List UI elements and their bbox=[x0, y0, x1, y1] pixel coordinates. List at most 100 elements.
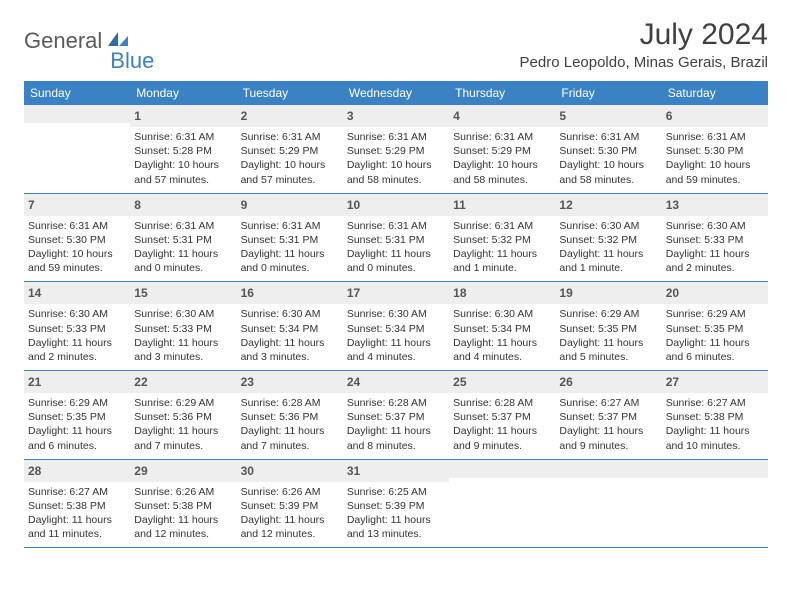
day-day2: and 12 minutes. bbox=[241, 527, 339, 541]
day-sunrise: Sunrise: 6:27 AM bbox=[666, 396, 764, 410]
day-sunrise: Sunrise: 6:26 AM bbox=[241, 485, 339, 499]
day-number: 6 bbox=[666, 109, 673, 123]
day-number-bar: 27 bbox=[662, 371, 768, 393]
day-day2: and 12 minutes. bbox=[134, 527, 232, 541]
day-day1: Daylight: 10 hours bbox=[347, 158, 445, 172]
day-day2: and 59 minutes. bbox=[28, 261, 126, 275]
day-day1: Daylight: 11 hours bbox=[453, 424, 551, 438]
empty-cell bbox=[662, 460, 768, 548]
day-cell: 24Sunrise: 6:28 AMSunset: 5:37 PMDayligh… bbox=[343, 371, 449, 459]
day-sunset: Sunset: 5:30 PM bbox=[559, 144, 657, 158]
day-number: 29 bbox=[134, 464, 147, 478]
day-sunset: Sunset: 5:33 PM bbox=[134, 322, 232, 336]
logo-text-general: General bbox=[24, 28, 102, 54]
day-sunrise: Sunrise: 6:27 AM bbox=[28, 485, 126, 499]
day-cell: 6 Sunrise: 6:31 AMSunset: 5:30 PMDaylight… bbox=[662, 105, 768, 193]
day-number-bar: 16 bbox=[237, 282, 343, 304]
day-number-bar: 23 bbox=[237, 371, 343, 393]
week-row: 14Sunrise: 6:30 AMSunset: 5:33 PMDayligh… bbox=[24, 282, 768, 371]
day-cell: 1Sunrise: 6:31 AMSunset: 5:28 PMDaylight… bbox=[130, 105, 236, 193]
day-number-bar: 14 bbox=[24, 282, 130, 304]
day-cell: 5Sunrise: 6:31 AMSunset: 5:30 PMDaylight… bbox=[555, 105, 661, 193]
day-cell: 7Sunrise: 6:31 AMSunset: 5:30 PMDaylight… bbox=[24, 194, 130, 282]
day-cell: 13Sunrise: 6:30 AMSunset: 5:33 PMDayligh… bbox=[662, 194, 768, 282]
day-day2: and 59 minutes. bbox=[666, 173, 764, 187]
day-sunset: Sunset: 5:31 PM bbox=[347, 233, 445, 247]
day-sunset: Sunset: 5:38 PM bbox=[28, 499, 126, 513]
day-cell: 25 Sunrise: 6:28 AMSunset: 5:37 PMDayligh… bbox=[449, 371, 555, 459]
day-sunrise: Sunrise: 6:30 AM bbox=[559, 219, 657, 233]
day-sunrise: Sunrise: 6:28 AM bbox=[453, 396, 551, 410]
day-number: 12 bbox=[559, 198, 572, 212]
day-sunset: Sunset: 5:39 PM bbox=[347, 499, 445, 513]
day-sunset: Sunset: 5:35 PM bbox=[559, 322, 657, 336]
day-cell: 28Sunrise: 6:27 AMSunset: 5:38 PMDayligh… bbox=[24, 460, 130, 548]
day-cell: 8Sunrise: 6:31 AMSunset: 5:31 PMDaylight… bbox=[130, 194, 236, 282]
day-cell: 14Sunrise: 6:30 AMSunset: 5:33 PMDayligh… bbox=[24, 282, 130, 370]
day-number: 19 bbox=[559, 286, 572, 300]
day-cell: 27Sunrise: 6:27 AMSunset: 5:38 PMDayligh… bbox=[662, 371, 768, 459]
day-number: 31 bbox=[347, 464, 360, 478]
day-sunset: Sunset: 5:37 PM bbox=[559, 410, 657, 424]
day-day1: Daylight: 10 hours bbox=[134, 158, 232, 172]
day-sunrise: Sunrise: 6:31 AM bbox=[241, 130, 339, 144]
day-cell: 11Sunrise: 6:31 AMSunset: 5:32 PMDayligh… bbox=[449, 194, 555, 282]
day-number-bar: 3 bbox=[343, 105, 449, 127]
day-number-bar: 9 bbox=[237, 194, 343, 216]
day-sunrise: Sunrise: 6:25 AM bbox=[347, 485, 445, 499]
day-cell: 19 Sunrise: 6:29 AMSunset: 5:35 PMDayligh… bbox=[555, 282, 661, 370]
day-cell: 15Sunrise: 6:30 AMSunset: 5:33 PMDayligh… bbox=[130, 282, 236, 370]
day-sunset: Sunset: 5:38 PM bbox=[134, 499, 232, 513]
day-number: 10 bbox=[347, 198, 360, 212]
day-sunset: Sunset: 5:30 PM bbox=[666, 144, 764, 158]
day-sunset: Sunset: 5:37 PM bbox=[453, 410, 551, 424]
header: General Blue July 2024 Pedro Leopoldo, M… bbox=[0, 0, 792, 75]
day-number: 1 bbox=[134, 109, 141, 123]
weekday-header: Friday bbox=[555, 81, 661, 105]
day-number: 5 bbox=[559, 109, 566, 123]
day-number-bar: 13 bbox=[662, 194, 768, 216]
day-number: 20 bbox=[666, 286, 679, 300]
day-sunrise: Sunrise: 6:31 AM bbox=[134, 130, 232, 144]
day-day1: Daylight: 11 hours bbox=[559, 336, 657, 350]
day-day2: and 10 minutes. bbox=[666, 439, 764, 453]
day-number: 28 bbox=[28, 464, 41, 478]
day-day2: and 4 minutes. bbox=[453, 350, 551, 364]
day-day1: Daylight: 11 hours bbox=[134, 513, 232, 527]
day-sunrise: Sunrise: 6:31 AM bbox=[134, 219, 232, 233]
day-day2: and 57 minutes. bbox=[134, 173, 232, 187]
day-sunset: Sunset: 5:32 PM bbox=[453, 233, 551, 247]
day-day2: and 1 minute. bbox=[559, 261, 657, 275]
weekday-header: Thursday bbox=[449, 81, 555, 105]
day-number: 23 bbox=[241, 375, 254, 389]
day-day2: and 58 minutes. bbox=[559, 173, 657, 187]
day-day1: Daylight: 11 hours bbox=[559, 247, 657, 261]
day-sunrise: Sunrise: 6:31 AM bbox=[347, 219, 445, 233]
day-number: 11 bbox=[453, 198, 466, 212]
day-number-bar: 25 bbox=[449, 371, 555, 393]
day-sunset: Sunset: 5:34 PM bbox=[347, 322, 445, 336]
day-day1: Daylight: 11 hours bbox=[666, 424, 764, 438]
day-number: 7 bbox=[28, 198, 35, 212]
day-sunset: Sunset: 5:33 PM bbox=[666, 233, 764, 247]
day-cell: 21Sunrise: 6:29 AMSunset: 5:35 PMDayligh… bbox=[24, 371, 130, 459]
day-number: 24 bbox=[347, 375, 360, 389]
day-sunrise: Sunrise: 6:29 AM bbox=[559, 307, 657, 321]
day-day2: and 57 minutes. bbox=[241, 173, 339, 187]
day-number-bar: 2 bbox=[237, 105, 343, 127]
day-number-bar: 21 bbox=[24, 371, 130, 393]
day-sunrise: Sunrise: 6:29 AM bbox=[666, 307, 764, 321]
day-day1: Daylight: 11 hours bbox=[241, 424, 339, 438]
day-day1: Daylight: 10 hours bbox=[241, 158, 339, 172]
day-day1: Daylight: 10 hours bbox=[666, 158, 764, 172]
day-sunrise: Sunrise: 6:28 AM bbox=[241, 396, 339, 410]
day-sunrise: Sunrise: 6:29 AM bbox=[28, 396, 126, 410]
weekday-header: Saturday bbox=[662, 81, 768, 105]
day-sunrise: Sunrise: 6:30 AM bbox=[666, 219, 764, 233]
calendar-body: 1Sunrise: 6:31 AMSunset: 5:28 PMDaylight… bbox=[24, 105, 768, 548]
day-day1: Daylight: 11 hours bbox=[134, 247, 232, 261]
day-cell: 26Sunrise: 6:27 AMSunset: 5:37 PMDayligh… bbox=[555, 371, 661, 459]
day-cell: 22Sunrise: 6:29 AMSunset: 5:36 PMDayligh… bbox=[130, 371, 236, 459]
weekday-header: Tuesday bbox=[237, 81, 343, 105]
day-sunrise: Sunrise: 6:31 AM bbox=[666, 130, 764, 144]
